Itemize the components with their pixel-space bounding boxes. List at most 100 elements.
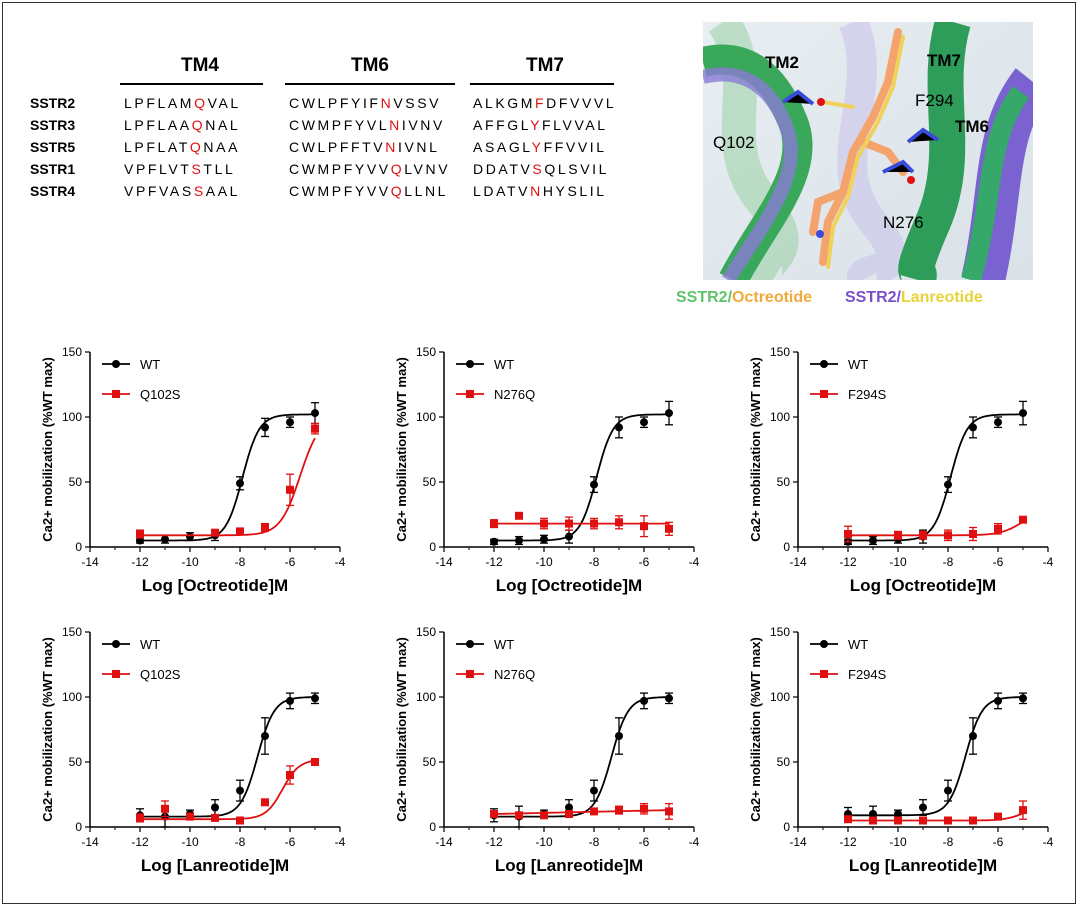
data-point-wt xyxy=(565,803,573,812)
x-axis-label: Log [Lanreotide]M xyxy=(495,856,643,875)
x-tick-label: -12 xyxy=(485,555,503,569)
y-tick-label: 50 xyxy=(69,755,83,769)
data-point-wt xyxy=(894,810,902,818)
x-axis-label: Log [Lanreotide]M xyxy=(141,856,289,875)
x-tick-label: -10 xyxy=(889,555,907,569)
data-point-wt xyxy=(540,535,548,544)
sidechain-residues xyxy=(781,89,940,174)
label-tm2: TM2 xyxy=(765,53,799,72)
data-point-q102s xyxy=(236,527,244,536)
x-tick-label: -12 xyxy=(485,835,503,849)
data-point-f294s xyxy=(894,531,902,540)
y-tick-label: 100 xyxy=(416,410,436,424)
data-point-wt xyxy=(615,732,623,740)
label-n276: N276 xyxy=(883,213,924,232)
legend-marker xyxy=(466,670,474,678)
data-point-wt xyxy=(211,803,219,812)
chart-q102s-octreotide: 0 50 100 150 -14 -12 -10 -8 -6 -4 Log [Octreotide]… xyxy=(40,345,346,595)
atom-oxygen-2 xyxy=(907,176,915,184)
highlighted-residue: N xyxy=(380,95,394,111)
data-point-f294s xyxy=(844,815,852,824)
sequence-text: QLSVIL xyxy=(544,161,610,177)
sequence-sstr2-tm7: ALKGMFDFVVVL xyxy=(473,95,616,111)
data-point-wt xyxy=(286,696,294,705)
fit-curve-n276q xyxy=(494,809,669,815)
legend-marker xyxy=(112,360,120,368)
sequence-text: AFFGL xyxy=(473,117,531,133)
x-axis-label: Log [Lanreotide]M xyxy=(849,856,997,875)
data-point-wt xyxy=(969,423,977,432)
data-point-q102s xyxy=(311,424,319,433)
x-tick-label: -6 xyxy=(639,835,650,849)
data-point-f294s xyxy=(969,816,977,825)
x-tick-label: -6 xyxy=(993,555,1004,569)
sequence-text: VPFVAS xyxy=(124,183,194,199)
row-label-sstr4: SSTR4 xyxy=(30,183,76,199)
highlighted-residue: Q xyxy=(390,161,405,177)
data-point-n276q xyxy=(590,807,598,816)
data-point-f294s xyxy=(919,816,927,825)
x-tick-label: -14 xyxy=(435,835,453,849)
legend-label-q102s: Q102S xyxy=(140,667,181,682)
sequence-text: CWMPFYVL xyxy=(289,117,390,133)
highlighted-residue: S xyxy=(532,161,545,177)
chart-f294s-lanreotide: 0 50 100 150 -14 -12 -10 -8 -6 -4 Log [Lanreotide]… xyxy=(748,625,1054,875)
x-tick-label: -10 xyxy=(889,835,907,849)
highlighted-residue: Y xyxy=(531,139,544,155)
data-point-wt xyxy=(969,732,977,740)
sequence-sstr4-tm6: CWMPFYVVQLLNL xyxy=(289,183,448,199)
data-point-q102s xyxy=(186,812,194,821)
fit-curve-wt xyxy=(848,413,1023,542)
sequence-text: CWMPFYVV xyxy=(289,161,391,177)
x-axis-label: Log [Octreotide]M xyxy=(142,576,288,595)
sequence-text: LPFLAT xyxy=(124,139,190,155)
chart-panel-4: 0 50 100 150 -14 -12 -10 -8 -6 -4 Log [Lanreotide]… xyxy=(30,620,360,882)
legend-label-wt: WT xyxy=(494,637,514,652)
chart-panel-2: 0 50 100 150 -14 -12 -10 -8 -6 -4 Log [Octreotide]… xyxy=(384,340,714,602)
data-point-wt xyxy=(261,732,269,740)
sequence-sstr5-tm7: ASAGLYFFVVIL xyxy=(473,139,607,155)
sequence-text: IVNL xyxy=(397,139,440,155)
x-tick-label: -10 xyxy=(535,555,553,569)
data-point-f294s xyxy=(919,531,927,540)
legend-marker xyxy=(820,640,828,648)
x-tick-label: -14 xyxy=(435,555,453,569)
sequence-sstr3-tm6: CWMPFYVLNIVNV xyxy=(289,117,445,133)
data-point-wt xyxy=(640,418,648,427)
label-tm6: TM6 xyxy=(955,117,989,136)
data-point-f294s xyxy=(944,531,952,540)
y-tick-label: 100 xyxy=(62,410,82,424)
ligand-lanreotide xyxy=(821,35,905,269)
data-point-wt xyxy=(1019,694,1027,703)
sequence-sstr4-tm7: LDATVNHYSLIL xyxy=(473,183,607,199)
highlighted-residue: S xyxy=(193,183,206,199)
y-tick-label: 50 xyxy=(423,755,437,769)
structure-view: TM2 TM7 F294 TM6 Q102 N276 xyxy=(703,22,1033,280)
highlighted-residue: S xyxy=(191,161,204,177)
data-point-n276q xyxy=(515,811,523,820)
data-point-n276q xyxy=(565,519,573,528)
sequence-text: CWLPFYIF xyxy=(289,95,381,111)
chart-n276q-lanreotide: 0 50 100 150 -14 -12 -10 -8 -6 -4 Log [Lanreotide]… xyxy=(394,625,700,875)
data-point-f294s xyxy=(1019,515,1027,524)
data-point-n276q xyxy=(490,810,498,818)
legend-label-wt: WT xyxy=(140,637,160,652)
helix-tm6-octreotide xyxy=(961,86,1030,280)
x-tick-label: -4 xyxy=(1043,555,1054,569)
x-tick-label: -6 xyxy=(639,555,650,569)
sequence-text: ALKGM xyxy=(473,95,536,111)
y-tick-label: 0 xyxy=(75,540,82,554)
sequence-text: LVNV xyxy=(404,161,451,177)
x-tick-label: -12 xyxy=(131,555,149,569)
data-point-n276q xyxy=(665,524,673,533)
data-point-wt xyxy=(565,532,573,541)
x-tick-label: -10 xyxy=(181,555,199,569)
sequence-sstr1-tm6: CWMPFYVVQLVNV xyxy=(289,161,450,177)
data-point-f294s xyxy=(869,816,877,825)
sequence-sstr1-tm7: DDATVSQLSVIL xyxy=(473,161,609,177)
data-point-q102s xyxy=(311,758,319,766)
x-tick-label: -4 xyxy=(689,835,700,849)
data-point-q102s xyxy=(161,804,169,813)
sequence-text: CWMPFYVV xyxy=(289,183,391,199)
fit-curve-q102s xyxy=(140,437,316,537)
